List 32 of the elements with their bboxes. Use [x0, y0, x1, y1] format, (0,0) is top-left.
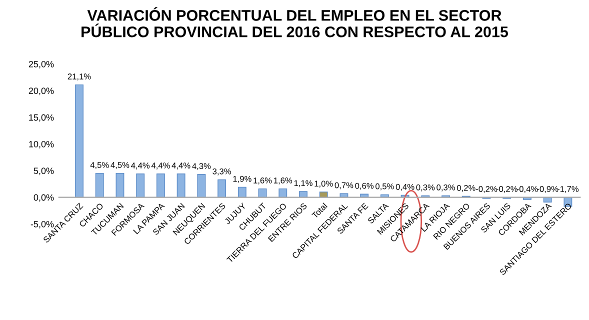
data-label: 1,9%	[233, 176, 252, 183]
y-tick-label: 0,0%	[34, 194, 54, 202]
data-label: 0,3%	[416, 184, 435, 192]
data-label: 4,4%	[131, 162, 150, 170]
y-tick-label: 15,0%	[29, 114, 54, 122]
data-label: 0,3%	[436, 184, 455, 192]
data-label: -0,9%	[537, 186, 558, 193]
data-label: -0,4%	[516, 186, 538, 193]
data-label: 0,4%	[396, 184, 414, 191]
data-label: -0,2%	[476, 186, 498, 193]
y-tick-label: 5,0%	[34, 168, 54, 176]
y-tick-label: 25,0%	[28, 60, 54, 68]
data-label: 0,7%	[334, 182, 354, 190]
data-label: 4,5%	[110, 162, 130, 169]
chart-title: VARIACIÓN PORCENTUAL DEL EMPLEO EN EL SECTOR PÚBLICO PROVINCIAL DEL 2016 CON RESPECTO AL 2015	[82, 7, 508, 38]
data-label: 1,6%	[254, 178, 272, 184]
data-label: 4,5%	[90, 162, 109, 169]
data-label: 1,0%	[314, 180, 333, 188]
data-label: 3,3%	[212, 168, 231, 176]
data-label: 0,2%	[456, 184, 476, 192]
data-label: 4,3%	[192, 163, 211, 170]
data-label: 0,5%	[376, 183, 394, 190]
data-label: -0,2%	[496, 186, 518, 193]
data-label: 0,6%	[355, 182, 374, 190]
y-tick-label: 20,0%	[28, 88, 54, 96]
data-label: 21,1%	[68, 74, 91, 80]
data-label: -1,7%	[557, 186, 579, 193]
data-label: 1,1%	[294, 180, 312, 188]
y-tick-label: 10,0%	[29, 140, 54, 148]
data-label: 4,4%	[172, 162, 190, 170]
data-label: 4,4%	[151, 162, 170, 170]
data-label: 1,6%	[274, 178, 292, 184]
